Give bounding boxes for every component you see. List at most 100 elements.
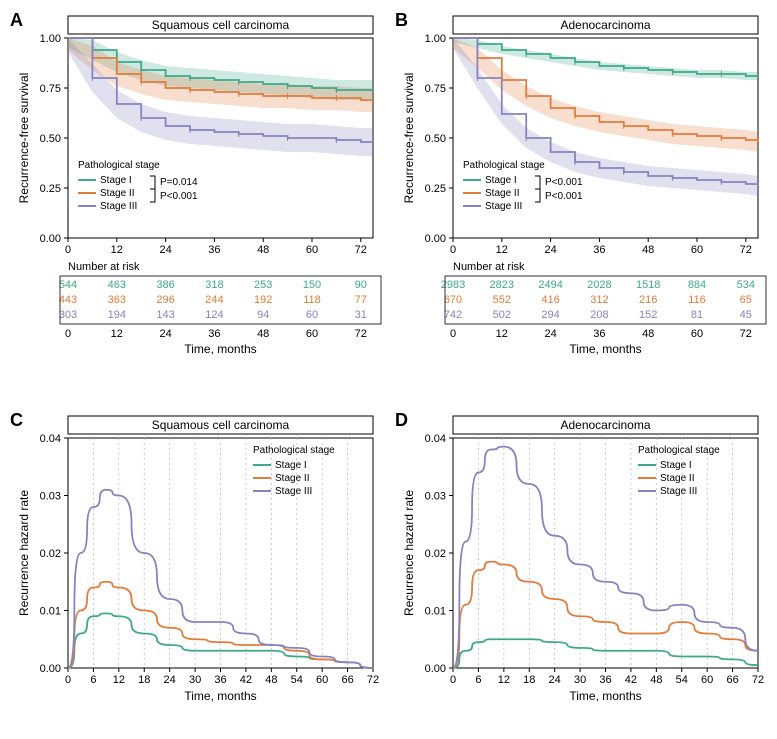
svg-text:118: 118 — [303, 294, 321, 306]
svg-text:0.00: 0.00 — [425, 233, 446, 245]
svg-text:363: 363 — [108, 294, 126, 306]
svg-text:244: 244 — [205, 294, 223, 306]
svg-text:318: 318 — [205, 279, 223, 291]
svg-text:45: 45 — [740, 309, 752, 321]
panel-b-label: B — [395, 10, 408, 31]
svg-text:36: 36 — [593, 328, 605, 340]
svg-text:Stage III: Stage III — [660, 486, 697, 497]
svg-text:124: 124 — [205, 309, 223, 321]
svg-text:Stage III: Stage III — [485, 201, 522, 212]
svg-text:P<0.001: P<0.001 — [545, 177, 583, 188]
svg-text:Stage II: Stage II — [660, 473, 694, 484]
svg-text:143: 143 — [156, 309, 174, 321]
svg-text:Adenocarcinoma: Adenocarcinoma — [560, 18, 650, 32]
panel-b: B Adenocarcinoma0.000.250.500.751.000122… — [395, 10, 770, 400]
svg-text:0.00: 0.00 — [40, 233, 61, 245]
svg-text:152: 152 — [639, 309, 657, 321]
svg-text:Time, months: Time, months — [184, 689, 256, 703]
svg-text:Stage I: Stage I — [275, 460, 307, 471]
svg-text:Stage II: Stage II — [100, 188, 134, 199]
svg-text:24: 24 — [159, 244, 171, 256]
svg-text:Time, months: Time, months — [184, 342, 256, 356]
svg-text:6: 6 — [90, 674, 96, 686]
svg-text:463: 463 — [108, 279, 126, 291]
svg-text:48: 48 — [265, 674, 277, 686]
svg-text:24: 24 — [164, 674, 176, 686]
svg-text:P<0.001: P<0.001 — [160, 191, 198, 202]
svg-text:2028: 2028 — [587, 279, 611, 291]
svg-text:31: 31 — [355, 309, 367, 321]
svg-text:0: 0 — [65, 328, 71, 340]
svg-text:544: 544 — [59, 279, 77, 291]
svg-text:1.00: 1.00 — [425, 33, 446, 45]
svg-text:0.02: 0.02 — [425, 548, 446, 560]
svg-text:0: 0 — [450, 674, 456, 686]
svg-text:Pathological stage: Pathological stage — [638, 445, 720, 456]
svg-text:0.04: 0.04 — [425, 433, 446, 445]
panel-a: A Squamous cell carcinoma0.000.250.500.7… — [10, 10, 385, 400]
svg-text:294: 294 — [541, 309, 559, 321]
svg-text:77: 77 — [355, 294, 367, 306]
panel-a-svg: Squamous cell carcinoma0.000.250.500.751… — [10, 10, 385, 400]
svg-text:Recurrence hazard rate: Recurrence hazard rate — [402, 490, 416, 616]
svg-text:94: 94 — [257, 309, 269, 321]
svg-text:48: 48 — [257, 328, 269, 340]
svg-text:552: 552 — [493, 294, 511, 306]
svg-text:90: 90 — [355, 279, 367, 291]
panel-c-svg: Squamous cell carcinoma06121824303642485… — [10, 410, 385, 720]
svg-text:742: 742 — [444, 309, 462, 321]
svg-text:60: 60 — [691, 244, 703, 256]
svg-text:Stage II: Stage II — [275, 473, 309, 484]
svg-text:24: 24 — [549, 674, 561, 686]
panel-a-label: A — [10, 10, 23, 31]
svg-text:24: 24 — [159, 328, 171, 340]
panel-c-label: C — [10, 410, 23, 431]
svg-text:18: 18 — [138, 674, 150, 686]
svg-text:36: 36 — [208, 244, 220, 256]
svg-text:443: 443 — [59, 294, 77, 306]
svg-text:0.00: 0.00 — [40, 663, 61, 675]
svg-text:Stage I: Stage I — [100, 175, 132, 186]
svg-text:Recurrence hazard rate: Recurrence hazard rate — [17, 490, 31, 616]
svg-text:36: 36 — [599, 674, 611, 686]
svg-text:60: 60 — [306, 244, 318, 256]
svg-text:0.50: 0.50 — [40, 133, 61, 145]
svg-text:72: 72 — [355, 328, 367, 340]
svg-text:48: 48 — [642, 244, 654, 256]
svg-text:60: 60 — [316, 674, 328, 686]
svg-text:386: 386 — [156, 279, 174, 291]
figure-grid: A Squamous cell carcinoma0.000.250.500.7… — [10, 10, 767, 720]
svg-text:0.25: 0.25 — [40, 183, 61, 195]
svg-text:60: 60 — [691, 328, 703, 340]
svg-text:0.01: 0.01 — [425, 606, 446, 618]
svg-text:0.50: 0.50 — [425, 133, 446, 145]
svg-text:0.01: 0.01 — [40, 606, 61, 618]
svg-text:670: 670 — [444, 294, 462, 306]
svg-text:30: 30 — [189, 674, 201, 686]
svg-text:0: 0 — [450, 328, 456, 340]
svg-text:0.03: 0.03 — [425, 491, 446, 503]
svg-text:Number at risk: Number at risk — [68, 261, 140, 273]
svg-text:150: 150 — [303, 279, 321, 291]
svg-text:534: 534 — [737, 279, 755, 291]
svg-text:12: 12 — [498, 674, 510, 686]
svg-text:253: 253 — [254, 279, 272, 291]
panel-d-label: D — [395, 410, 408, 431]
svg-text:42: 42 — [625, 674, 637, 686]
svg-text:0.03: 0.03 — [40, 491, 61, 503]
svg-text:312: 312 — [590, 294, 608, 306]
svg-text:12: 12 — [111, 244, 123, 256]
svg-text:30: 30 — [574, 674, 586, 686]
svg-text:Stage II: Stage II — [485, 188, 519, 199]
svg-text:66: 66 — [341, 674, 353, 686]
svg-text:0: 0 — [450, 244, 456, 256]
svg-text:Time, months: Time, months — [569, 342, 641, 356]
svg-text:48: 48 — [257, 244, 269, 256]
svg-text:54: 54 — [676, 674, 688, 686]
svg-text:2823: 2823 — [490, 279, 514, 291]
svg-text:24: 24 — [544, 328, 556, 340]
svg-text:72: 72 — [740, 244, 752, 256]
svg-text:54: 54 — [291, 674, 303, 686]
svg-text:0: 0 — [65, 244, 71, 256]
svg-text:48: 48 — [642, 328, 654, 340]
